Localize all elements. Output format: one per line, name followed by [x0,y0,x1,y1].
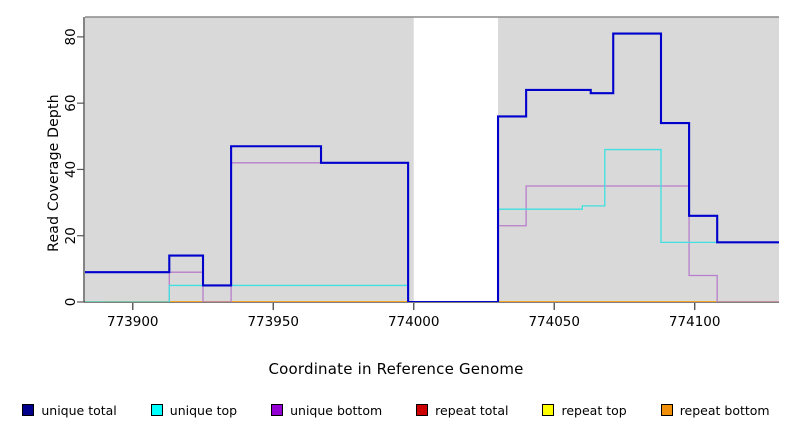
legend-swatch-icon [416,404,429,416]
legend-swatch-icon [542,404,555,416]
x-tick-label: 774050 [528,314,580,330]
series-unique-total [85,32,779,302]
legend-swatch-icon [22,404,35,416]
legend-item-unique-top: unique top [150,402,238,418]
legend-label: repeat top [561,402,627,418]
legend-item-repeat-total: repeat total [416,403,508,418]
legend-label: repeat total [435,402,509,418]
chart-legend: unique total unique top unique bottom repea… [0,398,792,422]
y-tick-label: 40 [63,161,79,178]
legend-item-repeat-top: repeat top [542,402,627,418]
legend-label: unique top [169,402,238,418]
x-tick-label: 774100 [669,314,721,330]
x-tick-label: 773900 [107,314,159,330]
legend-swatch-icon [660,404,673,416]
legend-item-unique-bottom: unique bottom [271,403,382,418]
gap-region [413,17,499,302]
legend-label: unique total [41,402,117,418]
legend-swatch-icon [271,404,284,416]
legend-swatch-icon [150,404,163,416]
x-tick-label: 774000 [388,314,440,330]
y-tick-label: 60 [63,95,79,112]
y-tick-label: 0 [63,298,79,307]
y-axis-title: Read Coverage Depth [46,94,62,252]
legend-item-repeat-bottom: repeat bottom [660,402,770,418]
x-axis-title: Coordinate in Reference Genome [268,360,524,378]
y-tick-label: 20 [63,227,79,244]
legend-label: repeat bottom [679,402,770,418]
legend-label: unique bottom [290,402,383,418]
legend-item-unique-total: unique total [22,402,117,418]
series-group [85,32,779,302]
x-tick-label: 773950 [247,314,299,330]
y-tick-label: 80 [63,28,79,45]
